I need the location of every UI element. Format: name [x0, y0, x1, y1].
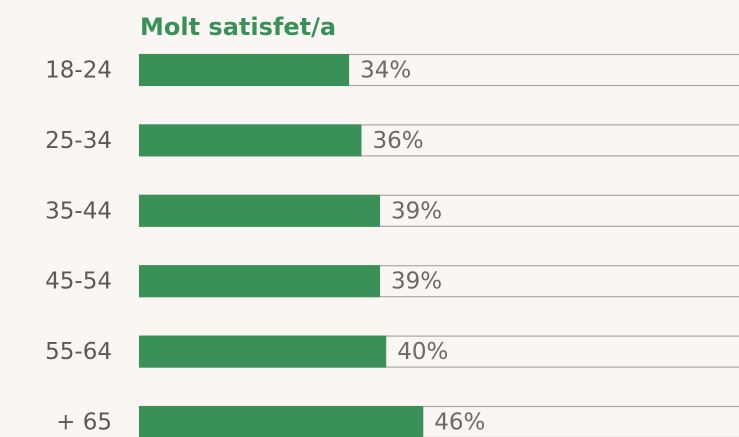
bar [139, 124, 362, 157]
value-label: 36% [372, 128, 423, 154]
bar [139, 335, 387, 368]
category-label: 45-54 [45, 269, 112, 295]
bar [139, 406, 424, 437]
category-label: 25-34 [45, 128, 112, 154]
category-label: 55-64 [45, 339, 112, 365]
value-label: 39% [391, 198, 442, 224]
value-label: 40% [397, 339, 448, 365]
chart-title: Molt satisfet/a [140, 13, 336, 41]
value-label: 46% [434, 410, 485, 436]
category-label: 35-44 [45, 198, 112, 224]
bar [139, 54, 350, 86]
category-label: 18-24 [45, 58, 112, 84]
category-label: + 65 [56, 410, 112, 436]
value-label: 34% [360, 58, 411, 84]
value-label: 39% [391, 269, 442, 295]
bar [139, 265, 381, 298]
bar [139, 194, 381, 227]
